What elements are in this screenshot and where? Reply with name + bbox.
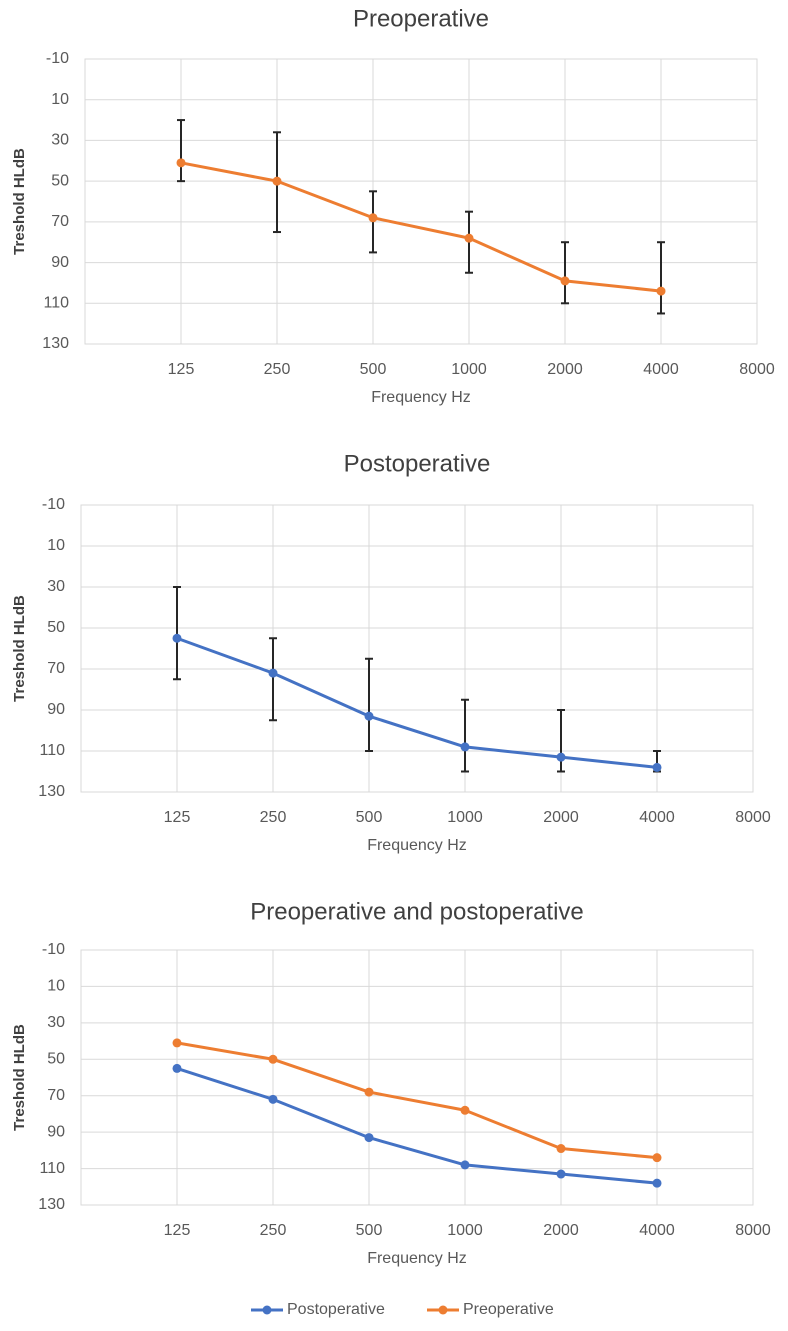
x-tick-label: 8000: [735, 809, 771, 826]
data-point: [556, 752, 566, 762]
y-tick-label: 90: [47, 1123, 65, 1140]
data-point: [268, 668, 278, 678]
error-bar: [657, 241, 665, 315]
x-tick-label: 500: [360, 361, 387, 378]
error-bar: [177, 119, 185, 183]
legend-label: Preoperative: [463, 1301, 554, 1318]
y-axis-title: Treshold HLdB: [11, 148, 28, 255]
x-tick-label: 8000: [735, 1222, 771, 1239]
plot-area: [80, 504, 754, 793]
x-tick-label: 250: [260, 1222, 287, 1239]
data-point: [176, 158, 186, 168]
x-tick-label: 2000: [543, 809, 579, 826]
x-tick-label: 125: [164, 809, 191, 826]
x-axis-title: Frequency Hz: [371, 389, 471, 406]
x-tick-label: 2000: [543, 1222, 579, 1239]
data-point: [364, 1133, 374, 1143]
y-tick-label: 110: [39, 1160, 65, 1177]
data-point: [556, 1144, 566, 1154]
y-tick-label: 50: [51, 172, 69, 189]
data-point: [652, 1153, 662, 1163]
data-point: [364, 1087, 374, 1097]
y-tick-label: -10: [42, 941, 65, 958]
legend-label: Postoperative: [287, 1301, 385, 1318]
x-tick-label: 1000: [447, 1222, 483, 1239]
x-tick-label: 4000: [639, 1222, 675, 1239]
x-axis-title: Frequency Hz: [367, 1250, 467, 1267]
data-point: [556, 1169, 566, 1179]
series-line: [176, 1041, 658, 1160]
x-tick-label: 125: [168, 361, 195, 378]
y-tick-label: 90: [51, 254, 69, 271]
data-point: [652, 1178, 662, 1188]
y-tick-label: 70: [47, 1087, 65, 1104]
data-point: [172, 633, 182, 643]
x-tick-label: 250: [264, 361, 291, 378]
data-point: [656, 286, 666, 296]
data-point: [368, 213, 378, 223]
x-tick-label: 4000: [643, 361, 679, 378]
y-tick-label: 130: [42, 335, 69, 352]
data-point: [272, 176, 282, 186]
chart-title: Postoperative: [344, 450, 491, 477]
x-tick-label: 500: [356, 809, 383, 826]
y-tick-label: -10: [46, 50, 69, 67]
plot-area: [80, 949, 754, 1206]
error-bar: [269, 637, 277, 722]
chart-title: Preoperative: [353, 5, 489, 32]
y-axis-title: Treshold HLdB: [11, 1024, 28, 1131]
data-point: [268, 1094, 278, 1104]
plot-area: [84, 58, 758, 345]
error-bar: [461, 698, 469, 773]
data-point: [364, 711, 374, 721]
y-tick-label: 10: [51, 91, 69, 108]
data-point: [652, 762, 662, 772]
legend-marker: [438, 1305, 448, 1315]
error-bar: [561, 241, 569, 305]
y-tick-label: 30: [47, 578, 65, 595]
y-tick-label: 130: [38, 1196, 65, 1213]
x-tick-label: 2000: [547, 361, 583, 378]
x-tick-label: 250: [260, 809, 287, 826]
data-point: [464, 233, 474, 243]
y-tick-label: 110: [43, 295, 69, 312]
x-tick-label: 8000: [739, 361, 775, 378]
x-tick-label: 4000: [639, 809, 675, 826]
y-tick-label: 130: [38, 783, 65, 800]
data-point: [460, 1160, 470, 1170]
data-point: [560, 276, 570, 286]
series-line: [176, 636, 658, 769]
data-point: [268, 1054, 278, 1064]
y-tick-label: 10: [47, 978, 65, 995]
y-axis-title: Treshold HLdB: [11, 595, 28, 702]
y-tick-label: 110: [39, 742, 65, 759]
error-bar: [173, 586, 181, 681]
data-point: [460, 742, 470, 752]
x-tick-label: 1000: [451, 361, 487, 378]
data-point: [172, 1063, 182, 1073]
y-tick-label: 50: [47, 619, 65, 636]
y-tick-label: 90: [47, 701, 65, 718]
y-tick-label: 30: [51, 132, 69, 149]
chart-title: Preoperative and postoperative: [250, 898, 584, 925]
series-line: [180, 161, 662, 293]
y-tick-label: 70: [51, 213, 69, 230]
x-tick-label: 500: [356, 1222, 383, 1239]
y-tick-label: 10: [47, 537, 65, 554]
y-tick-label: 50: [47, 1051, 65, 1068]
data-point: [172, 1038, 182, 1048]
series-line: [176, 1066, 658, 1185]
error-bar: [365, 657, 373, 752]
x-tick-label: 125: [164, 1222, 191, 1239]
x-axis-title: Frequency Hz: [367, 837, 467, 854]
legend-marker: [262, 1305, 272, 1315]
y-tick-label: 30: [47, 1014, 65, 1031]
data-point: [460, 1105, 470, 1115]
x-tick-label: 1000: [447, 809, 483, 826]
y-tick-label: 70: [47, 660, 65, 677]
y-tick-label: -10: [42, 496, 65, 513]
error-bar: [557, 709, 565, 773]
